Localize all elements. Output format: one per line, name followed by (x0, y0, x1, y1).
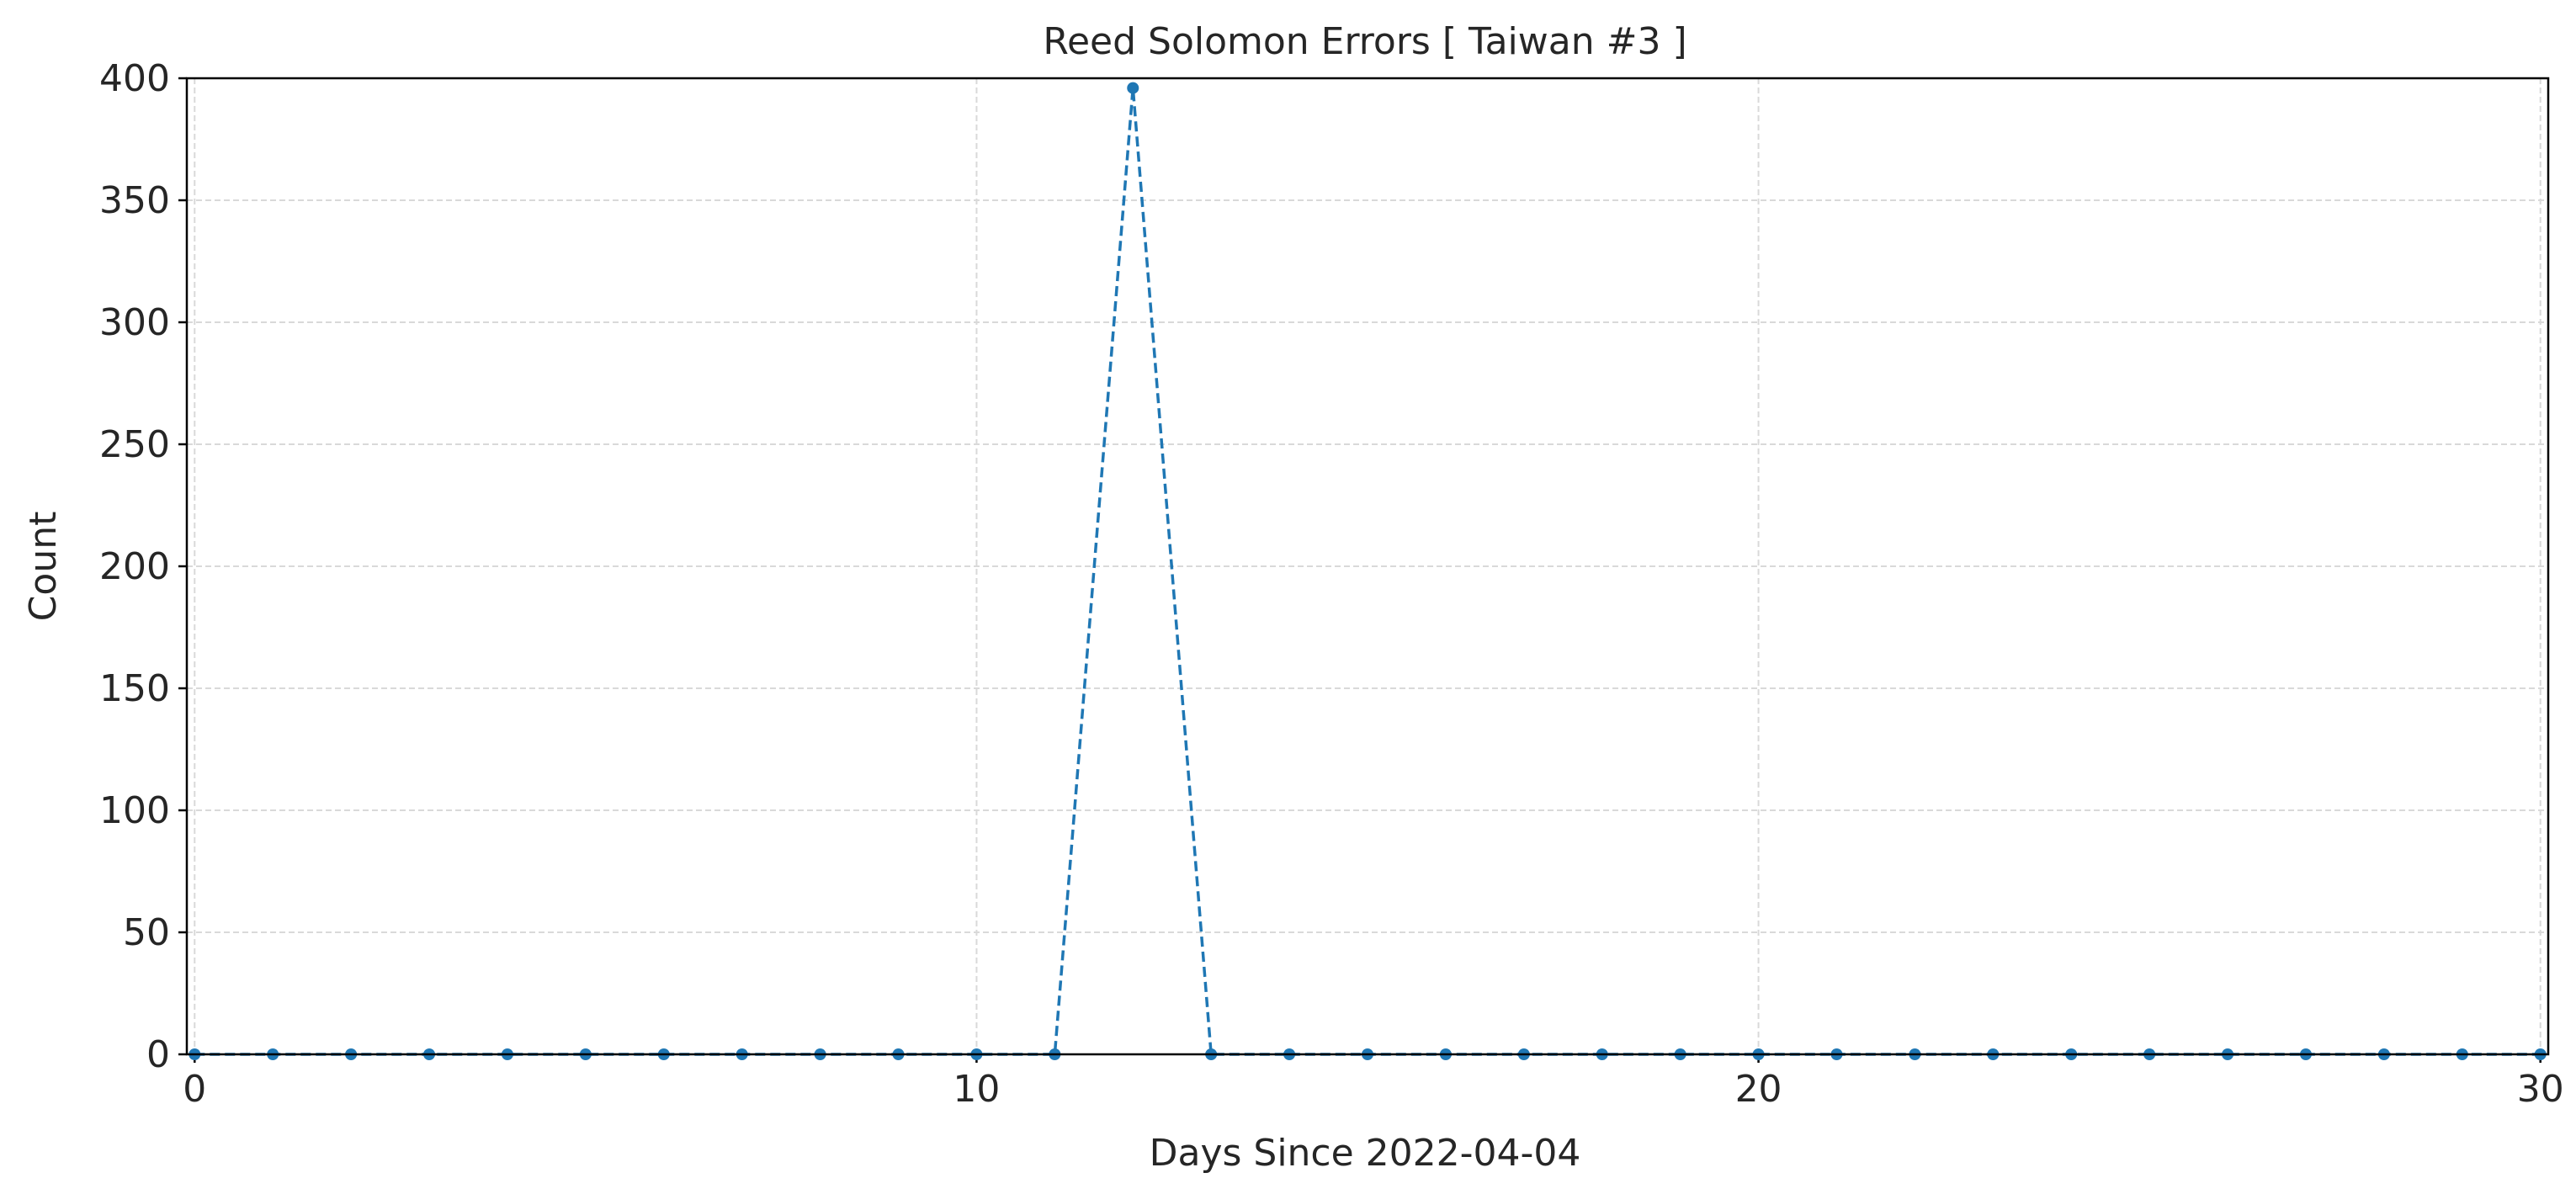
x-tick-label: 10 (953, 1068, 1000, 1111)
x-tick-label: 20 (1735, 1068, 1782, 1111)
y-tick-label: 150 (99, 667, 170, 710)
y-tick-label: 100 (99, 789, 170, 832)
x-axis-label: Days Since 2022-04-04 (1150, 1132, 1581, 1175)
y-tick-label: 200 (99, 545, 170, 588)
y-tick-label: 300 (99, 301, 170, 344)
y-tick-label: 0 (146, 1033, 170, 1076)
y-tick-label: 50 (123, 911, 170, 954)
y-tick-label: 350 (99, 179, 170, 222)
x-tick-label: 0 (183, 1068, 206, 1111)
y-axis-label: Count (22, 512, 65, 622)
y-tick-label: 400 (99, 57, 170, 100)
y-tick-label: 250 (99, 423, 170, 466)
x-tick-label: 30 (2517, 1068, 2564, 1111)
chart-title: Reed Solomon Errors [ Taiwan #3 ] (1043, 20, 1686, 63)
data-point (1127, 82, 1139, 94)
plot-frame (185, 77, 2550, 1056)
